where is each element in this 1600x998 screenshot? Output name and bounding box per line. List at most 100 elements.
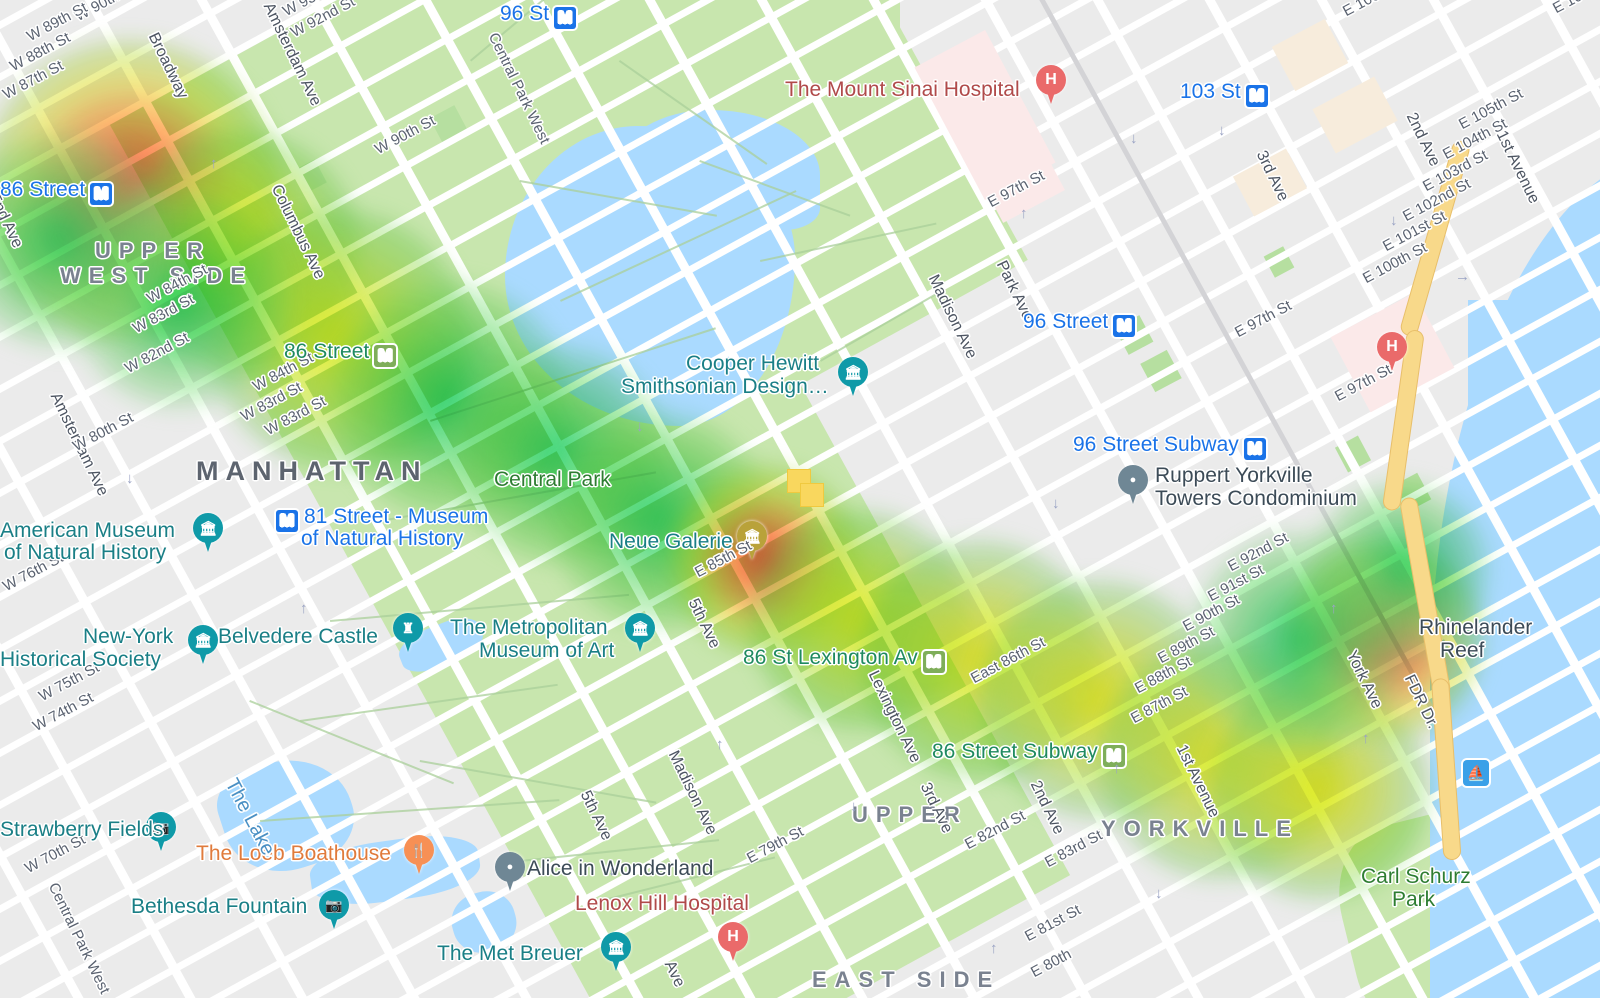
poi-label-historical-society[interactable]: Historical Society <box>0 648 162 671</box>
street-label-w-82nd-st: W 82nd St <box>122 329 192 378</box>
street-label-columbus-ave: Columbus Ave <box>267 182 329 282</box>
one-way-arrow-icon: ↓ <box>636 418 644 435</box>
one-way-arrow-icon: ↓ <box>608 862 616 879</box>
subway-m-icon: M <box>1245 85 1268 107</box>
the-met-breuer-pin[interactable]: 🏛 <box>601 932 631 972</box>
lenox-hill-hospital-pin[interactable]: H <box>718 922 748 962</box>
subway-label-96-st[interactable]: 96 St M <box>500 2 577 29</box>
one-way-arrow-icon: ↓ <box>850 798 858 815</box>
street-label-2nd-ave: 2nd Ave <box>1026 778 1068 838</box>
street-label-e-97th-st: E 97th St <box>985 167 1048 212</box>
poi-label-neue-galerie[interactable]: Neue Galerie <box>609 530 733 553</box>
the-loeb-boathouse-pin[interactable]: 🍴 <box>404 835 434 875</box>
poi-label-museum-of-art[interactable]: Museum of Art <box>479 639 615 662</box>
street-label-central-park-west: Central Park West <box>44 880 114 997</box>
poi-label-the-mount-sinai-hospital[interactable]: The Mount Sinai Hospital <box>785 78 1020 101</box>
subway-label-81-street-museum[interactable]: M 81 Street - Museum <box>276 505 488 532</box>
subway-label-86-street[interactable]: 86 Street M <box>0 178 113 205</box>
poi-label-the-metropolitan[interactable]: The Metropolitan <box>450 616 608 639</box>
poi-label-the-met-breuer[interactable]: The Met Breuer <box>437 942 583 965</box>
towers-condominium-pin[interactable]: ● <box>1118 465 1148 505</box>
street-label-2nd-ave: 2nd Ave <box>1402 110 1444 170</box>
street-label-e-79th-st: E 79th St <box>744 823 807 868</box>
of-natural-history-pin[interactable]: 🏛 <box>193 513 223 553</box>
alice-in-wonderland-pin[interactable]: ● <box>495 852 525 892</box>
subway-label-86-street[interactable]: 86 Street M <box>284 340 397 367</box>
smithsonian-design--pin[interactable]: 🏛 <box>838 357 868 397</box>
poi-label-reef[interactable]: Reef <box>1440 639 1485 662</box>
hospital-pin[interactable]: H <box>1377 332 1407 372</box>
heat-blob <box>1190 530 1410 750</box>
one-way-arrow-icon: ↑ <box>990 940 998 957</box>
subway-label-86-st-lexington-av[interactable]: 86 St Lexington Av M <box>743 646 945 673</box>
poi-label-park[interactable]: Park <box>1392 888 1436 911</box>
subway-m-icon: M <box>276 510 298 532</box>
poi-label-american-museum[interactable]: American Museum <box>0 519 176 542</box>
poi-label-bethesda-fountain[interactable]: Bethesda Fountain <box>131 895 308 918</box>
poi-label-new-york[interactable]: New-York <box>83 625 174 648</box>
poi-label-towers-condominium[interactable]: Towers Condominium <box>1155 487 1357 510</box>
subway-label-103-st[interactable]: 103 St M <box>1180 80 1268 107</box>
neighborhood-label-east-side: EAST SIDE <box>812 967 1001 992</box>
neighborhood-label-west-side: WEST SIDE <box>60 263 254 288</box>
one-way-arrow-icon: ↑ <box>716 736 724 753</box>
street-label-broadway: Broadway <box>144 30 192 102</box>
poi-label-alice-in-wonderland[interactable]: Alice in Wonderland <box>527 857 714 880</box>
street-label-central-park-west: Central Park West <box>484 30 554 147</box>
poi-label-central-park[interactable]: Central Park <box>494 468 611 491</box>
poi-label-of-natural-history[interactable]: of Natural History <box>4 541 167 564</box>
poi-label-carl-schurz[interactable]: Carl Schurz <box>1361 865 1471 888</box>
street-label-1st-avenue: 1st Avenue <box>1172 742 1223 821</box>
subway-label-86-street-subway[interactable]: 86 Street Subway M <box>932 740 1125 767</box>
subway-m-icon: M <box>374 345 397 367</box>
one-way-arrow-icon: ↑ <box>1362 730 1370 747</box>
one-way-arrow-icon: ↑ <box>300 600 308 617</box>
street-label-york-ave: York Ave <box>1342 648 1386 712</box>
subway-label-96-street-subway[interactable]: 96 Street Subway M <box>1073 433 1266 460</box>
one-way-arrow-icon: ↑ <box>1113 760 1121 777</box>
poi-label-belvedere-castle[interactable]: Belvedere Castle <box>218 625 378 648</box>
belvedere-castle-pin[interactable]: ♜ <box>393 613 423 653</box>
neue-galerie-pin[interactable]: 🏛 <box>737 521 767 561</box>
poi-label-rhinelander[interactable]: Rhinelander <box>1419 616 1533 639</box>
street-label-5th-ave: 5th Ave <box>684 596 724 652</box>
subway-label-96-street[interactable]: 96 Street M <box>1023 310 1136 337</box>
subway-m-icon: M <box>90 183 113 205</box>
subway-m-icon: M <box>1243 438 1266 460</box>
street-label-1st-avenue: 1st Avenue <box>1492 128 1543 207</box>
neighborhood-label-upper: UPPER <box>95 238 211 263</box>
one-way-arrow-icon: ↓ <box>497 470 505 487</box>
one-way-arrow-icon: ↑ <box>1330 600 1338 617</box>
poi-label-smithsonian-design[interactable]: Smithsonian Design… <box>621 375 829 398</box>
strawberry-fields-pin[interactable]: 📷 <box>146 812 176 852</box>
neighborhood-label-upper: UPPER <box>852 802 968 827</box>
poi-label-the-loeb-boathouse[interactable]: The Loeb Boathouse <box>196 842 391 865</box>
poi-label-cooper-hewitt[interactable]: Cooper Hewitt <box>686 352 820 375</box>
street-label-3rd-ave: 3rd Ave <box>1252 148 1292 204</box>
one-way-arrow-icon: ↓ <box>1218 122 1226 139</box>
ferry-terminal-icon[interactable]: ⛵ <box>1463 760 1489 786</box>
subway-label-of-natural-history[interactable]: of Natural History <box>301 527 464 550</box>
poi-label-ruppert-yorkville[interactable]: Ruppert Yorkville <box>1155 464 1313 487</box>
poi-label-strawberry-fields[interactable]: Strawberry Fields <box>0 818 164 841</box>
poi-label-lenox-hill-hospital[interactable]: Lenox Hill Hospital <box>575 892 749 915</box>
street-label-e-108th: E 108th <box>1550 0 1600 17</box>
cluster-square-icon[interactable] <box>800 483 824 507</box>
neighborhood-label-yorkville: YORKVILLE <box>1101 816 1299 841</box>
street-label-fdr-dr: FDR Dr. <box>1400 672 1442 732</box>
historical-society-pin[interactable]: 🏛 <box>188 625 218 665</box>
street-label-e-97th-st: E 97th St <box>1232 297 1295 342</box>
one-way-arrow-icon: ↓ <box>1052 495 1060 512</box>
one-way-arrow-icon: → <box>1455 268 1470 285</box>
the-mount-sinai-hospital-pin[interactable]: H <box>1036 65 1066 105</box>
street-label-e-80th: E 80th <box>1028 945 1075 982</box>
museum-of-art-pin[interactable]: 🏛 <box>625 613 655 653</box>
street-label-e-81st-st: E 81st St <box>1022 901 1084 946</box>
street-label-east-86th-st: East 86th St <box>968 633 1049 688</box>
bethesda-fountain-pin[interactable]: 📷 <box>319 890 349 930</box>
